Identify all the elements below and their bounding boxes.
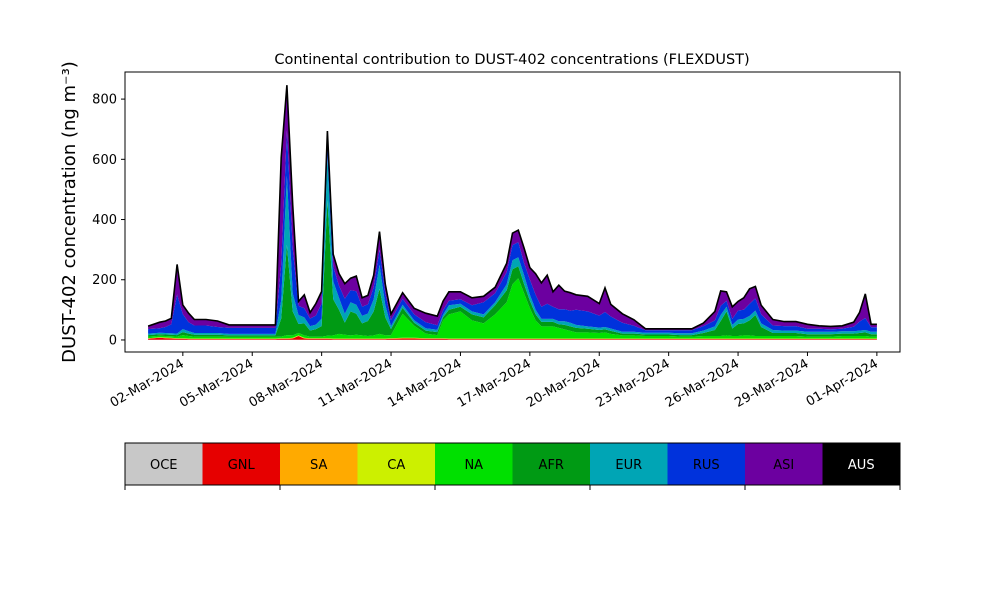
x-tick-label: 08-Mar-2024 [247,356,326,410]
x-axis: 02-Mar-202405-Mar-202408-Mar-202411-Mar-… [108,352,881,411]
legend-swatch-aus [822,443,900,485]
legend-colorbar: OCE GNL SA CA NA AFR EUR RUS ASI AUS [124,442,901,490]
x-tick-label: 17-Mar-2024 [455,356,534,410]
legend-swatch-oce [125,443,203,485]
legend-frame [124,442,901,486]
legend-swatch-asi [745,443,823,485]
legend-label-sa: SA [310,458,327,473]
legend-swatch-eur [590,443,668,485]
area-series-gnl [148,336,877,340]
plot-area [147,85,877,340]
y-tick-label: 400 [92,213,117,228]
y-tick-label: 600 [92,153,117,168]
legend-swatch-sa [280,443,358,485]
total-line [147,85,877,330]
legend-label-gnl: GNL [228,458,256,473]
chart-title: Continental contribution to DUST-402 con… [274,52,749,68]
y-tick-label: 0 [109,333,117,348]
x-tick-label: 29-Mar-2024 [732,356,811,410]
x-tick-label: 14-Mar-2024 [385,356,464,410]
legend-swatch-ca [357,443,435,485]
legend-label-ca: CA [387,458,405,473]
x-tick-label: 05-Mar-2024 [177,356,256,410]
x-tick-label: 01-Apr-2024 [804,356,881,409]
legend-swatch-gnl [202,443,280,485]
legend-label-eur: EUR [615,458,642,473]
legend-label-oce: OCE [150,458,178,473]
area-series-na [148,278,877,339]
legend-label-na: NA [464,458,483,473]
x-tick-label: 26-Mar-2024 [663,356,742,410]
legend-label-afr: AFR [539,458,564,473]
x-tick-label: 23-Mar-2024 [594,356,673,410]
legend-label-rus: RUS [693,458,720,473]
y-tick-label: 200 [92,273,117,288]
y-tick-label: 800 [92,93,117,108]
area-series-afr [148,200,877,337]
x-tick-label: 02-Mar-2024 [108,356,187,410]
x-tick-label: 20-Mar-2024 [524,356,603,410]
y-axis-label: DUST-402 concentration (ng m⁻³) [59,61,80,363]
y-axis: 0 200 400 600 800 [92,93,125,348]
plot-frame [124,71,901,353]
legend-swatch-rus [667,443,745,485]
legend-label-aus: AUS [848,458,875,473]
x-tick-label: 11-Mar-2024 [316,356,395,410]
legend-swatch-na [435,443,513,485]
legend-label-asi: ASI [773,458,794,473]
legend-swatch-afr [512,443,590,485]
